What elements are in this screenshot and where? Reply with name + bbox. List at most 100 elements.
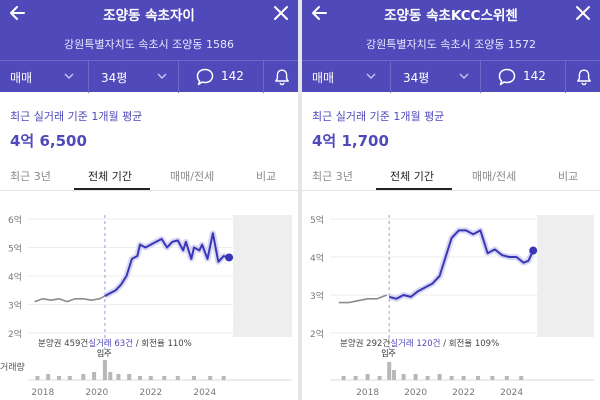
filter-row: 매매 34평 142 bbox=[0, 60, 298, 93]
header: 조양동 속초자이 강원특별자치도 속초시 조양동 1586 매매 34평 142 bbox=[0, 0, 298, 93]
address-text: 강원특별자치도 속초시 조양동 1586 bbox=[63, 38, 235, 51]
x-tick-label: 2024 bbox=[500, 388, 523, 398]
bell-icon bbox=[275, 69, 289, 86]
volume-bar bbox=[437, 374, 442, 380]
price-chart: 6억 5억 4억 3억 2억 분양권 459건실거래 63건 / 회전율 110% 입주 거래… bbox=[0, 205, 298, 400]
x-tick-label: 2018 bbox=[356, 388, 379, 398]
y-tick-label: 5억 bbox=[8, 243, 22, 255]
y-tick-label: 3억 bbox=[310, 290, 324, 302]
close-button[interactable] bbox=[270, 2, 292, 24]
size-label: 34평 bbox=[101, 71, 128, 85]
y-tick-label: 6억 bbox=[8, 214, 22, 226]
tab-recent-3-years[interactable]: 최근 3년 bbox=[312, 170, 353, 183]
volume-bar bbox=[138, 376, 142, 380]
transaction-range-band bbox=[388, 227, 536, 302]
volume-bar bbox=[46, 374, 51, 380]
move-in-label: 입주 bbox=[381, 349, 396, 358]
move-in-label: 입주 bbox=[97, 349, 112, 358]
volume-bar bbox=[162, 376, 167, 380]
tab-sale-jeonse[interactable]: 매매/전세 bbox=[472, 170, 517, 183]
volume-bar bbox=[221, 376, 226, 380]
period-tabs: 최근 3년 전체 기간 매매/전세 비교 bbox=[302, 160, 600, 191]
x-tick-label: 2024 bbox=[193, 388, 216, 398]
close-button[interactable] bbox=[572, 2, 594, 24]
transaction-price-line bbox=[104, 232, 230, 297]
apartment-panel-left: 조양동 속초자이 강원특별자치도 속초시 조양동 1586 매매 34평 142 bbox=[0, 0, 298, 400]
volume-bar bbox=[208, 376, 213, 380]
volume-bar bbox=[108, 372, 113, 380]
volume-bar bbox=[175, 376, 180, 380]
chevron-down-icon bbox=[157, 73, 167, 79]
volume-bar bbox=[490, 376, 495, 380]
x-tick-label: 2020 bbox=[404, 388, 427, 398]
tab-compare[interactable]: 비교 bbox=[558, 170, 579, 183]
close-icon bbox=[274, 6, 288, 20]
volume-bar bbox=[341, 376, 346, 380]
average-price-value: 4억 6,500 bbox=[10, 132, 87, 150]
tab-all-period[interactable]: 전체 기간 bbox=[390, 170, 434, 183]
volume-label: 거래량 bbox=[0, 361, 25, 373]
volume-bar bbox=[377, 376, 382, 380]
tab-sale-jeonse[interactable]: 매매/전세 bbox=[170, 170, 215, 183]
volume-bar bbox=[392, 370, 396, 380]
comment-count: 142 bbox=[523, 69, 546, 83]
comments-button[interactable]: 142 bbox=[481, 61, 566, 93]
y-tick-label: 2억 bbox=[8, 328, 22, 340]
speech-bubble-icon bbox=[498, 68, 516, 86]
volume-bar bbox=[519, 376, 524, 380]
volume-bar bbox=[353, 376, 358, 380]
notification-button[interactable] bbox=[566, 61, 600, 93]
size-label: 34평 bbox=[403, 71, 430, 85]
notification-button[interactable] bbox=[264, 61, 298, 93]
volume-bar bbox=[92, 372, 97, 380]
deal-type-label: 매매 bbox=[312, 71, 335, 85]
y-tick-label: 4억 bbox=[8, 271, 22, 283]
arrow-left-icon bbox=[10, 6, 25, 20]
volume-bar bbox=[192, 376, 196, 380]
period-tabs: 최근 3년 전체 기간 매매/전세 비교 bbox=[0, 160, 298, 191]
latest-price-marker bbox=[225, 253, 234, 262]
deal-type-dropdown[interactable]: 매매 bbox=[302, 61, 391, 93]
tab-compare[interactable]: 비교 bbox=[256, 170, 277, 183]
back-button[interactable] bbox=[6, 2, 28, 24]
size-dropdown[interactable]: 34평 bbox=[391, 61, 481, 93]
pre-sale-price-line bbox=[34, 295, 106, 303]
arrow-left-icon bbox=[312, 6, 327, 20]
volume-bar bbox=[116, 374, 121, 380]
comments-button[interactable]: 142 bbox=[179, 61, 264, 93]
volume-bar bbox=[425, 376, 430, 380]
future-period-shade bbox=[537, 215, 594, 337]
x-tick-label: 2022 bbox=[139, 388, 162, 398]
volume-bar bbox=[67, 376, 72, 380]
title-bar: 조양동 속초KCC스위첸 bbox=[302, 0, 600, 26]
x-tick-label: 2020 bbox=[85, 388, 108, 398]
x-tick-label: 2022 bbox=[452, 388, 475, 398]
y-tick-label: 3억 bbox=[8, 300, 22, 312]
volume-bar bbox=[127, 374, 132, 380]
volume-bar bbox=[365, 374, 370, 380]
size-dropdown[interactable]: 34평 bbox=[89, 61, 179, 93]
transaction-price-line bbox=[388, 229, 535, 300]
back-button[interactable] bbox=[308, 2, 330, 24]
speech-bubble-icon bbox=[196, 68, 214, 86]
average-price-label: 최근 실거래 기준 1개월 평균 bbox=[312, 110, 445, 123]
tab-recent-3-years[interactable]: 최근 3년 bbox=[10, 170, 51, 183]
volume-bar bbox=[461, 376, 466, 380]
filter-row: 매매 34평 142 bbox=[302, 60, 600, 93]
deal-type-dropdown[interactable]: 매매 bbox=[0, 61, 89, 93]
chevron-down-icon bbox=[64, 73, 74, 79]
deal-type-label: 매매 bbox=[10, 71, 33, 85]
volume-bar bbox=[449, 376, 454, 380]
y-tick-label: 2억 bbox=[310, 328, 324, 340]
header: 조양동 속초KCC스위첸 강원특별자치도 속초시 조양동 1572 매매 34평… bbox=[302, 0, 600, 93]
volume-bar bbox=[148, 376, 153, 380]
page-title: 조양동 속초자이 bbox=[103, 8, 195, 24]
title-bar: 조양동 속초자이 bbox=[0, 0, 298, 26]
chevron-down-icon bbox=[366, 73, 376, 79]
active-tab-indicator bbox=[376, 188, 452, 190]
bell-icon bbox=[577, 69, 591, 86]
address-text: 강원특별자치도 속초시 조양동 1572 bbox=[365, 38, 537, 51]
volume-bar bbox=[476, 376, 480, 380]
trade-info-text: 분양권 292건실거래 120건 / 회전율 109% bbox=[340, 338, 499, 349]
tab-all-period[interactable]: 전체 기간 bbox=[88, 170, 132, 183]
